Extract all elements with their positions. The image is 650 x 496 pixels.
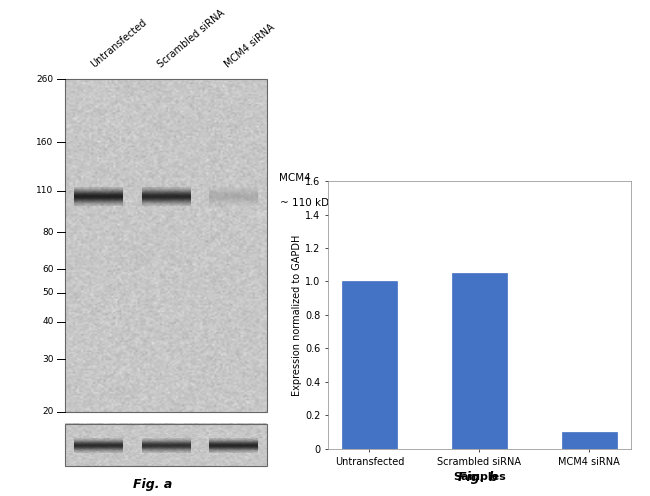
X-axis label: Samples: Samples [453, 472, 506, 482]
Text: Scrambled siRNA: Scrambled siRNA [156, 8, 227, 69]
Bar [342, 282, 397, 449]
Y-axis label: Expression normalized to GAPDH: Expression normalized to GAPDH [292, 234, 302, 396]
Text: 20: 20 [42, 407, 53, 416]
Text: 60: 60 [42, 265, 53, 274]
Text: 80: 80 [42, 228, 53, 237]
Text: 260: 260 [36, 75, 53, 84]
Text: 30: 30 [42, 355, 53, 364]
Text: 40: 40 [42, 317, 53, 326]
Bar [452, 273, 507, 449]
Text: Untransfected: Untransfected [89, 17, 148, 69]
Text: MCM4 siRNA: MCM4 siRNA [223, 22, 277, 69]
Bar [562, 432, 617, 449]
Bar [65, 424, 266, 466]
Text: ~ 110 kDa: ~ 110 kDa [280, 198, 335, 208]
Text: 50: 50 [42, 289, 53, 298]
Text: Fig. a: Fig. a [133, 478, 172, 491]
Text: 110: 110 [36, 186, 53, 195]
Text: MCM4: MCM4 [280, 174, 311, 184]
Bar [65, 79, 266, 412]
Text: 160: 160 [36, 138, 53, 147]
Text: Fig. b: Fig. b [458, 471, 498, 484]
